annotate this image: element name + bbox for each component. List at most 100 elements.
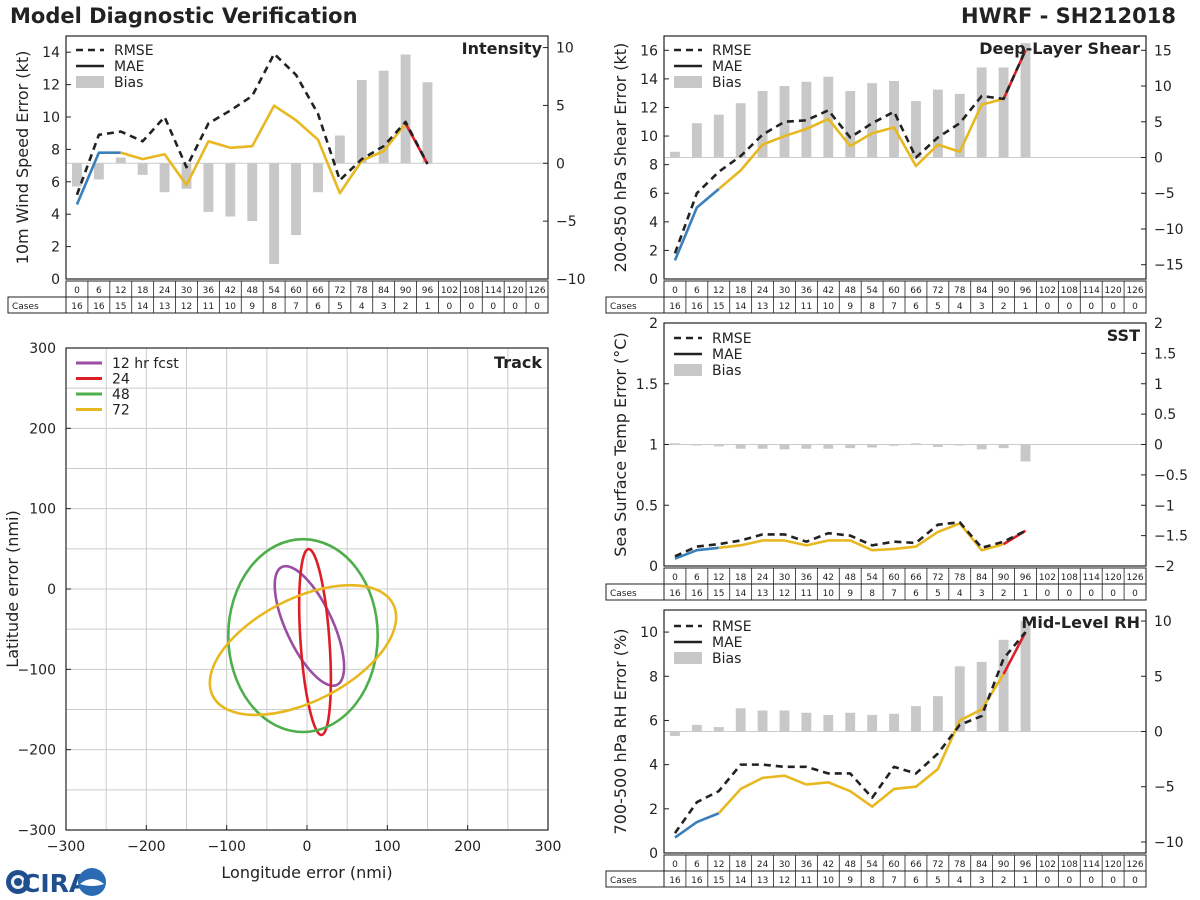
- intensity-case-count: 0: [468, 302, 474, 312]
- rh-case-count: 3: [979, 876, 985, 886]
- rh-bias-bar: [823, 714, 834, 732]
- rh-lead-label: 36: [801, 860, 813, 870]
- rh-y2tick-label: 5: [1154, 669, 1163, 685]
- shear-lead-label: 24: [757, 286, 769, 296]
- shear-case-count: 10: [823, 302, 835, 312]
- rh-lead-label: 18: [735, 860, 747, 870]
- track-ytick-label: −300: [18, 823, 56, 839]
- sst-bias-bar: [713, 444, 724, 447]
- intensity-bias-bar: [313, 163, 323, 193]
- sst-case-count: 10: [823, 589, 835, 599]
- rh-bias-bar: [954, 666, 965, 732]
- intensity-y2tick-label: −10: [556, 272, 586, 288]
- track-xtick-label: 300: [535, 839, 562, 855]
- intensity-case-count: 0: [512, 302, 518, 312]
- sst-lead-label: 54: [866, 573, 878, 583]
- intensity-mae-line-early: [75, 151, 121, 205]
- rh-lead-label: 108: [1061, 860, 1078, 870]
- shear-lead-label: 78: [954, 286, 966, 296]
- intensity-mae-line: [120, 104, 407, 195]
- shear-ytick-label: 14: [640, 72, 658, 88]
- sst-title: SST: [1107, 326, 1140, 345]
- rh-lead-label: 30: [779, 860, 791, 870]
- sst-bias-bar: [932, 444, 943, 447]
- shear-rmse-line: [673, 49, 1027, 254]
- track-ellipse: [226, 537, 379, 734]
- rh-case-count: 0: [1132, 876, 1138, 886]
- sst-case-count: 7: [891, 589, 897, 599]
- intensity-rmse-line: [75, 52, 429, 196]
- intensity-lead-label: 108: [463, 286, 480, 296]
- rh-lead-label: 54: [866, 860, 878, 870]
- shear-ytick-label: 2: [649, 243, 658, 259]
- intensity-title: Intensity: [462, 39, 543, 58]
- rh-case-count: 0: [1066, 876, 1072, 886]
- shear-case-count: 11: [801, 302, 812, 312]
- rh-y2tick-label: 10: [1154, 614, 1172, 630]
- intensity-bias-bar: [203, 163, 214, 212]
- rh-lead-label: 90: [998, 860, 1010, 870]
- shear-lead-label: 54: [866, 286, 878, 296]
- intensity-bias-bar: [378, 70, 389, 164]
- sst-case-count: 16: [691, 589, 703, 599]
- rh-case-count: 4: [957, 876, 963, 886]
- sst-case-count: 1: [1023, 589, 1029, 599]
- shear-case-count: 5: [935, 302, 941, 312]
- sst-bias-bar: [889, 444, 899, 446]
- rh-lead-label: 126: [1126, 860, 1143, 870]
- cira-logo: CIRA: [6, 868, 106, 898]
- intensity-case-count: 16: [93, 302, 105, 312]
- shear-case-count: 0: [1110, 302, 1116, 312]
- intensity-lead-label: 0: [74, 286, 80, 296]
- rh-ytick-label: 2: [649, 802, 658, 818]
- shear-lead-label: 72: [932, 286, 943, 296]
- shear-lead-label: 60: [888, 286, 900, 296]
- shear-bias-bar: [735, 103, 746, 158]
- rh-case-count: 15: [713, 876, 724, 886]
- sst-ytick-label: 0.5: [636, 498, 658, 514]
- intensity-plot-frame: [65, 35, 549, 280]
- sst-case-count: 8: [869, 589, 875, 599]
- rh-lead-label: 72: [932, 860, 943, 870]
- shear-lead-label: 126: [1126, 286, 1143, 296]
- intensity-case-count: 4: [359, 302, 365, 312]
- intensity-bias-bar: [291, 163, 301, 236]
- sst-bias-bar: [954, 444, 965, 446]
- sst-ytick-label: 1: [649, 438, 658, 454]
- shear-lead-label: 84: [976, 286, 988, 296]
- rh-ytick-label: 4: [649, 758, 658, 774]
- intensity-case-count: 3: [381, 302, 387, 312]
- shear-lead-label: 6: [694, 286, 700, 296]
- rh-legend-bias: Bias: [712, 651, 741, 667]
- sst-case-count: 4: [957, 589, 963, 599]
- sst-cases-label: Cases: [610, 589, 637, 599]
- sst-case-count: 16: [669, 589, 681, 599]
- rh-title: Mid-Level RH: [1021, 613, 1140, 632]
- shear-bias-bar: [779, 86, 790, 158]
- shear-bias-bar: [911, 101, 921, 158]
- sst-case-count: 9: [847, 589, 853, 599]
- track-xtick-label: −300: [47, 839, 85, 855]
- shear-ytick-label: 16: [640, 43, 658, 59]
- sst-lead-label: 30: [779, 573, 791, 583]
- shear-ytick-label: 6: [649, 186, 658, 202]
- sst-lead-label: 36: [801, 573, 813, 583]
- rh-bias-bar: [911, 706, 921, 732]
- intensity-lead-label: 42: [225, 286, 236, 296]
- intensity-case-count: 0: [534, 302, 540, 312]
- intensity-ytick-label: 4: [51, 207, 60, 223]
- shear-lead-label: 0: [672, 286, 678, 296]
- sst-lead-label: 126: [1126, 573, 1143, 583]
- intensity-case-count: 2: [403, 302, 409, 312]
- rh-bias-bar: [889, 713, 899, 732]
- rh-bias-bar: [845, 712, 856, 732]
- shear-y2tick-label: −15: [1154, 258, 1184, 274]
- shear-ytick-label: 4: [649, 215, 658, 231]
- track-ellipse: [208, 583, 398, 717]
- shear-bias-bar: [889, 81, 899, 158]
- rh-case-count: 5: [935, 876, 941, 886]
- rh-bias-bar: [757, 710, 768, 732]
- shear-bias-bar: [1020, 43, 1031, 158]
